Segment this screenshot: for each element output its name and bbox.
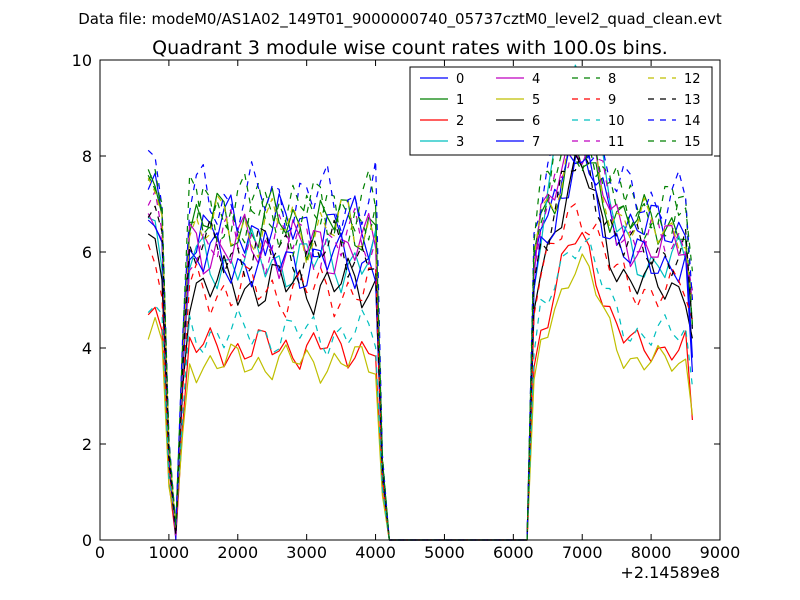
x-tick-label: 6000 xyxy=(493,543,534,562)
legend-label-7: 7 xyxy=(532,135,540,150)
x-tick-label: 4000 xyxy=(355,543,396,562)
x-tick-label: 1000 xyxy=(149,543,190,562)
x-tick-label: 2000 xyxy=(217,543,258,562)
legend-label-8: 8 xyxy=(608,72,616,87)
y-tick-label: 10 xyxy=(72,51,92,70)
x-offset-label: +2.14589e8 xyxy=(620,563,720,582)
series-line-8 xyxy=(147,101,693,541)
series-line-13 xyxy=(147,149,693,541)
y-tick-label: 8 xyxy=(82,147,92,166)
x-tick-label: 7000 xyxy=(562,543,603,562)
legend-label-10: 10 xyxy=(608,114,625,129)
legend-label-0: 0 xyxy=(456,72,464,87)
plot-frame xyxy=(99,59,721,541)
x-tick-label: 9000 xyxy=(700,543,741,562)
legend-label-2: 2 xyxy=(456,114,464,129)
x-tick-label: 0 xyxy=(95,543,105,562)
y-tick-label: 0 xyxy=(82,531,92,550)
legend-label-12: 12 xyxy=(684,72,701,87)
series-line-12 xyxy=(147,135,693,541)
y-tick-label: 2 xyxy=(82,435,92,454)
x-tick-label: 3000 xyxy=(286,543,327,562)
legend-label-3: 3 xyxy=(456,135,464,150)
figure-suptitle: Data file: modeM0/AS1A02_149T01_90000007… xyxy=(78,10,722,29)
legend-label-5: 5 xyxy=(532,93,540,108)
legend-label-14: 14 xyxy=(684,114,701,129)
ticks-layer: 0 1000 2000 3000 4000 5000 6000 7000 8000 9000 0 2 4… xyxy=(72,51,741,562)
legend-label-11: 11 xyxy=(608,135,625,150)
legend-label-9: 9 xyxy=(608,93,616,108)
legend-box xyxy=(409,66,713,156)
y-tick-label: 6 xyxy=(82,243,92,262)
legend-label-13: 13 xyxy=(684,93,701,108)
x-tick-label: 5000 xyxy=(424,543,465,562)
legend-label-1: 1 xyxy=(456,93,464,108)
legend-label-15: 15 xyxy=(684,135,701,150)
series-line-11 xyxy=(147,112,693,541)
x-tick-label: 8000 xyxy=(631,543,672,562)
legend-label-6: 6 xyxy=(532,114,540,129)
legend-label-4: 4 xyxy=(532,72,540,87)
y-tick-label: 4 xyxy=(82,339,92,358)
chart-title: Quadrant 3 module wise count rates with … xyxy=(152,37,668,59)
